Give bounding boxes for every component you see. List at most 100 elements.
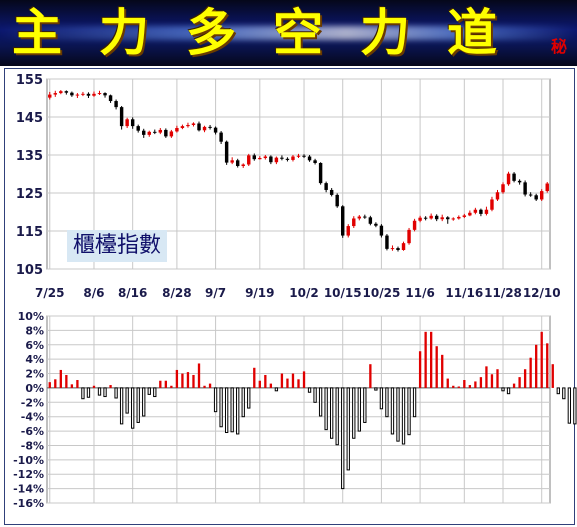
force-bar bbox=[379, 387, 384, 410]
candle-body bbox=[252, 155, 256, 160]
force-bar bbox=[441, 354, 444, 388]
force-bar bbox=[203, 385, 206, 388]
force-bar bbox=[131, 387, 135, 429]
force-tick-label: 8% bbox=[25, 324, 44, 337]
force-bar bbox=[506, 387, 511, 395]
candle-body bbox=[230, 160, 234, 163]
candle-body bbox=[197, 123, 201, 131]
force-bar bbox=[297, 379, 300, 388]
force-tick-label: -2% bbox=[21, 396, 44, 409]
candle-body bbox=[296, 155, 301, 157]
force-bar bbox=[253, 367, 256, 388]
force-bar bbox=[92, 385, 96, 388]
force-bar bbox=[369, 364, 372, 388]
candle-body bbox=[468, 212, 472, 216]
force-bar bbox=[76, 380, 79, 388]
date-tick-label: 11/28 bbox=[484, 286, 522, 300]
force-bar bbox=[280, 373, 284, 388]
force-bar bbox=[518, 377, 521, 388]
force-bar bbox=[412, 387, 417, 418]
candle-body bbox=[429, 215, 433, 219]
candle-body bbox=[97, 93, 102, 95]
candle-body bbox=[164, 129, 168, 137]
force-bar bbox=[418, 351, 422, 388]
force-bar bbox=[230, 387, 234, 433]
candle-body bbox=[180, 126, 185, 129]
force-bar bbox=[114, 387, 118, 399]
candle-body bbox=[385, 235, 389, 249]
force-bar bbox=[474, 381, 477, 388]
force-bar bbox=[435, 346, 438, 388]
force-bar bbox=[103, 387, 107, 398]
candle-body bbox=[440, 217, 444, 220]
force-bar bbox=[147, 387, 151, 395]
candle-body bbox=[545, 183, 549, 192]
force-bar bbox=[363, 387, 367, 423]
force-bar bbox=[224, 387, 229, 434]
candle-body bbox=[53, 93, 58, 95]
candle-body bbox=[136, 126, 140, 131]
force-tick-label: -4% bbox=[21, 411, 44, 424]
candle-body bbox=[434, 215, 439, 220]
candle-body bbox=[390, 248, 395, 250]
candle-body bbox=[103, 93, 107, 96]
candle-body bbox=[241, 164, 245, 167]
candle-body bbox=[130, 119, 135, 127]
force-bar bbox=[197, 363, 201, 388]
date-tick-label: 8/28 bbox=[162, 286, 191, 300]
candle-body bbox=[81, 93, 85, 95]
date-tick-label: 11/6 bbox=[405, 286, 434, 300]
force-bar bbox=[307, 387, 312, 393]
candle-body bbox=[346, 226, 350, 236]
date-tick-label: 9/7 bbox=[205, 286, 226, 300]
candle-body bbox=[285, 158, 290, 160]
force-bar bbox=[479, 377, 483, 388]
banner-badge: 秘 bbox=[551, 37, 568, 56]
force-bar bbox=[264, 374, 267, 388]
force-bar bbox=[490, 374, 494, 388]
candle-body bbox=[147, 131, 151, 135]
candle-body bbox=[401, 243, 406, 250]
force-bar bbox=[302, 371, 306, 388]
candle-body bbox=[119, 107, 124, 127]
force-bar bbox=[429, 331, 433, 388]
price-tick-label: 105 bbox=[16, 263, 43, 278]
candle-body bbox=[523, 182, 527, 195]
force-bar bbox=[65, 374, 68, 388]
force-bar bbox=[219, 387, 223, 428]
candle-body bbox=[479, 209, 483, 214]
candle-body bbox=[235, 160, 240, 167]
force-bar bbox=[153, 387, 157, 398]
force-tick-label: 4% bbox=[25, 353, 44, 366]
candle-body bbox=[153, 131, 157, 133]
banner-glow bbox=[0, 26, 577, 40]
force-bar bbox=[136, 387, 140, 423]
force-bar bbox=[70, 384, 74, 388]
force-tick-label: 2% bbox=[25, 368, 44, 381]
candle-body bbox=[396, 248, 400, 250]
candle-body bbox=[48, 94, 52, 98]
force-bar bbox=[241, 387, 245, 418]
force-bar bbox=[390, 387, 395, 435]
force-bar bbox=[335, 387, 339, 446]
candle-body bbox=[446, 217, 450, 220]
candle-body bbox=[59, 91, 63, 94]
force-bar bbox=[291, 373, 295, 388]
force-bar bbox=[213, 387, 218, 413]
candle-body bbox=[70, 92, 74, 96]
force-bar bbox=[374, 387, 378, 391]
force-bar bbox=[446, 378, 449, 388]
force-bar bbox=[313, 387, 317, 403]
candle-body bbox=[291, 156, 295, 160]
force-tick-label: -16% bbox=[13, 497, 44, 510]
candle-body bbox=[86, 93, 91, 96]
price-tick-label: 115 bbox=[16, 225, 43, 240]
candle-body bbox=[363, 216, 367, 218]
candle-body bbox=[374, 223, 378, 226]
force-bar bbox=[357, 387, 361, 432]
candle-body bbox=[341, 206, 345, 236]
candle-body bbox=[318, 162, 323, 184]
force-bar bbox=[186, 372, 190, 388]
